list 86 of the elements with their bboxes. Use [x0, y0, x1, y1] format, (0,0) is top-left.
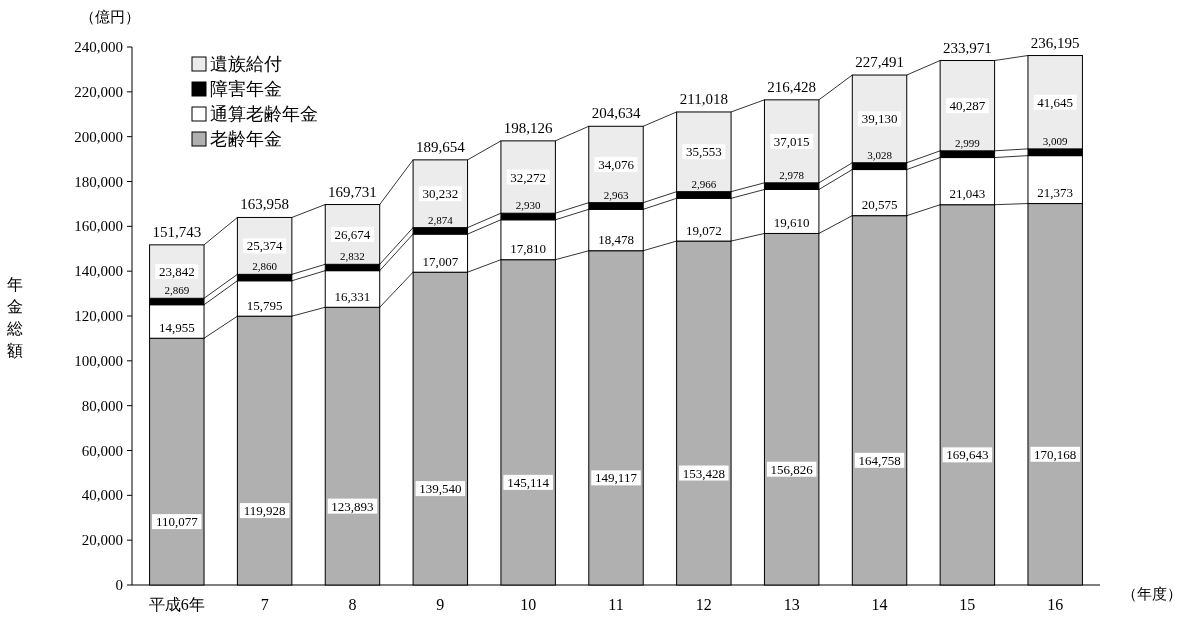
y-tick-label: 220,000: [74, 83, 123, 100]
data-label: 14,955: [158, 319, 195, 335]
total-label: 204,634: [591, 105, 641, 122]
data-label: 16,331: [334, 288, 371, 304]
data-label: 119,928: [243, 503, 286, 519]
data-label: 21,373: [1037, 185, 1074, 201]
data-label: 39,130: [861, 111, 898, 127]
y-tick-label: 20,000: [81, 532, 123, 549]
y-tick-label: 0: [115, 577, 123, 593]
data-label: 110,077: [155, 514, 199, 530]
data-label: 18,478: [598, 232, 634, 248]
x-tick-label: 12: [695, 596, 712, 613]
total-label: 151,743: [152, 223, 202, 240]
data-label: 19,072: [685, 222, 722, 238]
data-label: 17,007: [422, 253, 459, 269]
data-label: 32,272: [510, 169, 547, 185]
x-tick-label: 9: [436, 596, 445, 613]
total-label: 169,731: [328, 183, 377, 200]
data-label: 145,114: [507, 474, 550, 490]
y-tick-label: 120,000: [74, 308, 123, 324]
data-label: 156,826: [770, 461, 814, 477]
x-tick-label: 16: [1047, 596, 1064, 613]
data-label: 3,028: [867, 148, 893, 161]
y-tick-label: 180,000: [74, 173, 123, 190]
y-tick-label: 140,000: [74, 263, 123, 280]
x-tick-label: 10: [520, 596, 537, 613]
data-label: 164,758: [858, 452, 901, 468]
data-label: 2,999: [954, 136, 981, 149]
x-tick-label: 14: [871, 596, 888, 613]
data-label: 41,645: [1037, 94, 1074, 110]
legend-label: 障害年金: [210, 79, 282, 99]
data-label: 2,966: [691, 177, 717, 190]
data-label: 2,874: [427, 213, 454, 226]
y-tick-label: 200,000: [74, 128, 123, 145]
data-label: 170,168: [1034, 446, 1077, 462]
legend-label: 老齢年金: [210, 129, 282, 149]
data-label: 20,575: [861, 197, 898, 213]
y-axis-title: 年金総額: [6, 276, 23, 359]
total-label: 227,491: [855, 54, 904, 71]
data-label: 3,009: [1042, 134, 1069, 147]
legend-label: 遺族給付: [210, 54, 282, 74]
legend-label: 通算老齢年金: [210, 104, 318, 124]
data-label: 23,842: [158, 264, 195, 280]
x-axis-title: （年度）: [1122, 586, 1182, 602]
data-label: 2,860: [252, 260, 278, 273]
data-label: 15,795: [246, 297, 283, 313]
data-label: 169,643: [946, 447, 989, 463]
total-label: 189,654: [415, 138, 466, 155]
data-label: 2,930: [515, 199, 542, 212]
total-label: 198,126: [503, 119, 554, 136]
data-label: 26,674: [334, 226, 371, 242]
data-label: 37,015: [773, 133, 810, 149]
x-tick-label: 7: [260, 596, 269, 613]
y-tick-label: 240,000: [74, 39, 123, 55]
data-label: 30,232: [422, 186, 459, 202]
data-label: 153,428: [682, 465, 725, 481]
data-label: 123,893: [331, 498, 374, 514]
y-tick-label: 160,000: [74, 218, 123, 235]
total-label: 163,958: [240, 196, 290, 213]
x-tick-label: 13: [783, 596, 800, 613]
data-label: 34,076: [598, 156, 635, 172]
data-label: 2,963: [603, 188, 629, 201]
x-tick-label: 11: [608, 596, 624, 613]
data-label: 149,117: [595, 470, 638, 486]
total-label: 211,018: [679, 90, 728, 107]
y-tick-label: 40,000: [81, 487, 123, 504]
data-label: 25,374: [246, 238, 284, 254]
text: （億円）: [80, 9, 140, 25]
data-label: 17,810: [510, 241, 547, 257]
data-label: 21,043: [949, 186, 986, 202]
data-label: 35,553: [685, 144, 722, 160]
total-label: 233,971: [942, 39, 992, 56]
data-label: 139,540: [419, 481, 462, 497]
y-tick-label: 60,000: [81, 442, 123, 459]
x-tick-label: 平成6年: [148, 596, 205, 613]
x-tick-label: 8: [348, 596, 357, 613]
data-label: 19,610: [773, 214, 810, 230]
data-label: 2,832: [340, 250, 365, 263]
data-label: 2,869: [164, 284, 190, 297]
data-label: 40,287: [949, 98, 986, 114]
total-label: 216,428: [767, 78, 817, 95]
x-tick-label: 15: [959, 596, 976, 613]
total-label: 236,195: [1030, 34, 1080, 51]
y-tick-label: 80,000: [81, 397, 123, 414]
y-tick-label: 100,000: [74, 352, 123, 369]
data-label: 2,978: [779, 168, 805, 181]
